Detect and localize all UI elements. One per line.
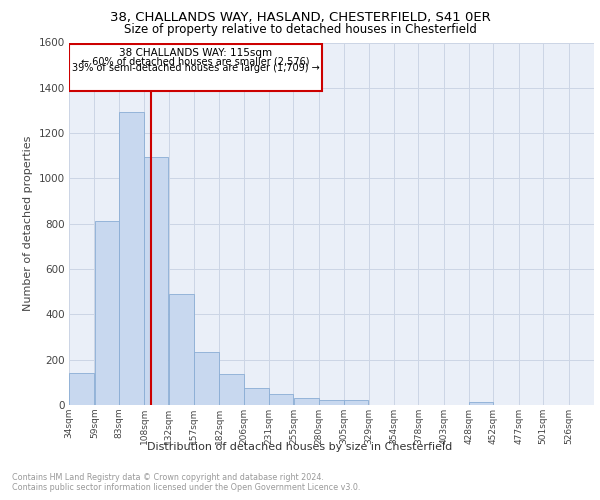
Text: 38, CHALLANDS WAY, HASLAND, CHESTERFIELD, S41 0ER: 38, CHALLANDS WAY, HASLAND, CHESTERFIELD…	[110, 11, 490, 24]
Bar	[344, 400, 368, 405]
Bar	[194, 352, 219, 405]
Text: 38 CHALLANDS WAY: 115sqm: 38 CHALLANDS WAY: 115sqm	[119, 48, 272, 58]
Bar	[269, 394, 293, 405]
Text: Contains public sector information licensed under the Open Government Licence v3: Contains public sector information licen…	[12, 484, 361, 492]
Bar	[319, 400, 344, 405]
Bar	[469, 402, 493, 405]
Bar	[293, 398, 319, 405]
Bar	[144, 157, 169, 405]
Bar	[69, 374, 94, 405]
Bar	[169, 294, 194, 405]
Text: Size of property relative to detached houses in Chesterfield: Size of property relative to detached ho…	[124, 22, 476, 36]
Bar	[244, 388, 269, 405]
Text: Contains HM Land Registry data © Crown copyright and database right 2024.: Contains HM Land Registry data © Crown c…	[12, 472, 324, 482]
Text: Distribution of detached houses by size in Chesterfield: Distribution of detached houses by size …	[148, 442, 452, 452]
Bar	[69, 44, 322, 90]
Text: 39% of semi-detached houses are larger (1,709) →: 39% of semi-detached houses are larger (…	[71, 64, 319, 74]
Bar	[220, 374, 244, 405]
Y-axis label: Number of detached properties: Number of detached properties	[23, 136, 33, 312]
Bar	[119, 112, 144, 405]
Bar	[95, 222, 119, 405]
Text: ← 60% of detached houses are smaller (2,576): ← 60% of detached houses are smaller (2,…	[81, 56, 310, 66]
